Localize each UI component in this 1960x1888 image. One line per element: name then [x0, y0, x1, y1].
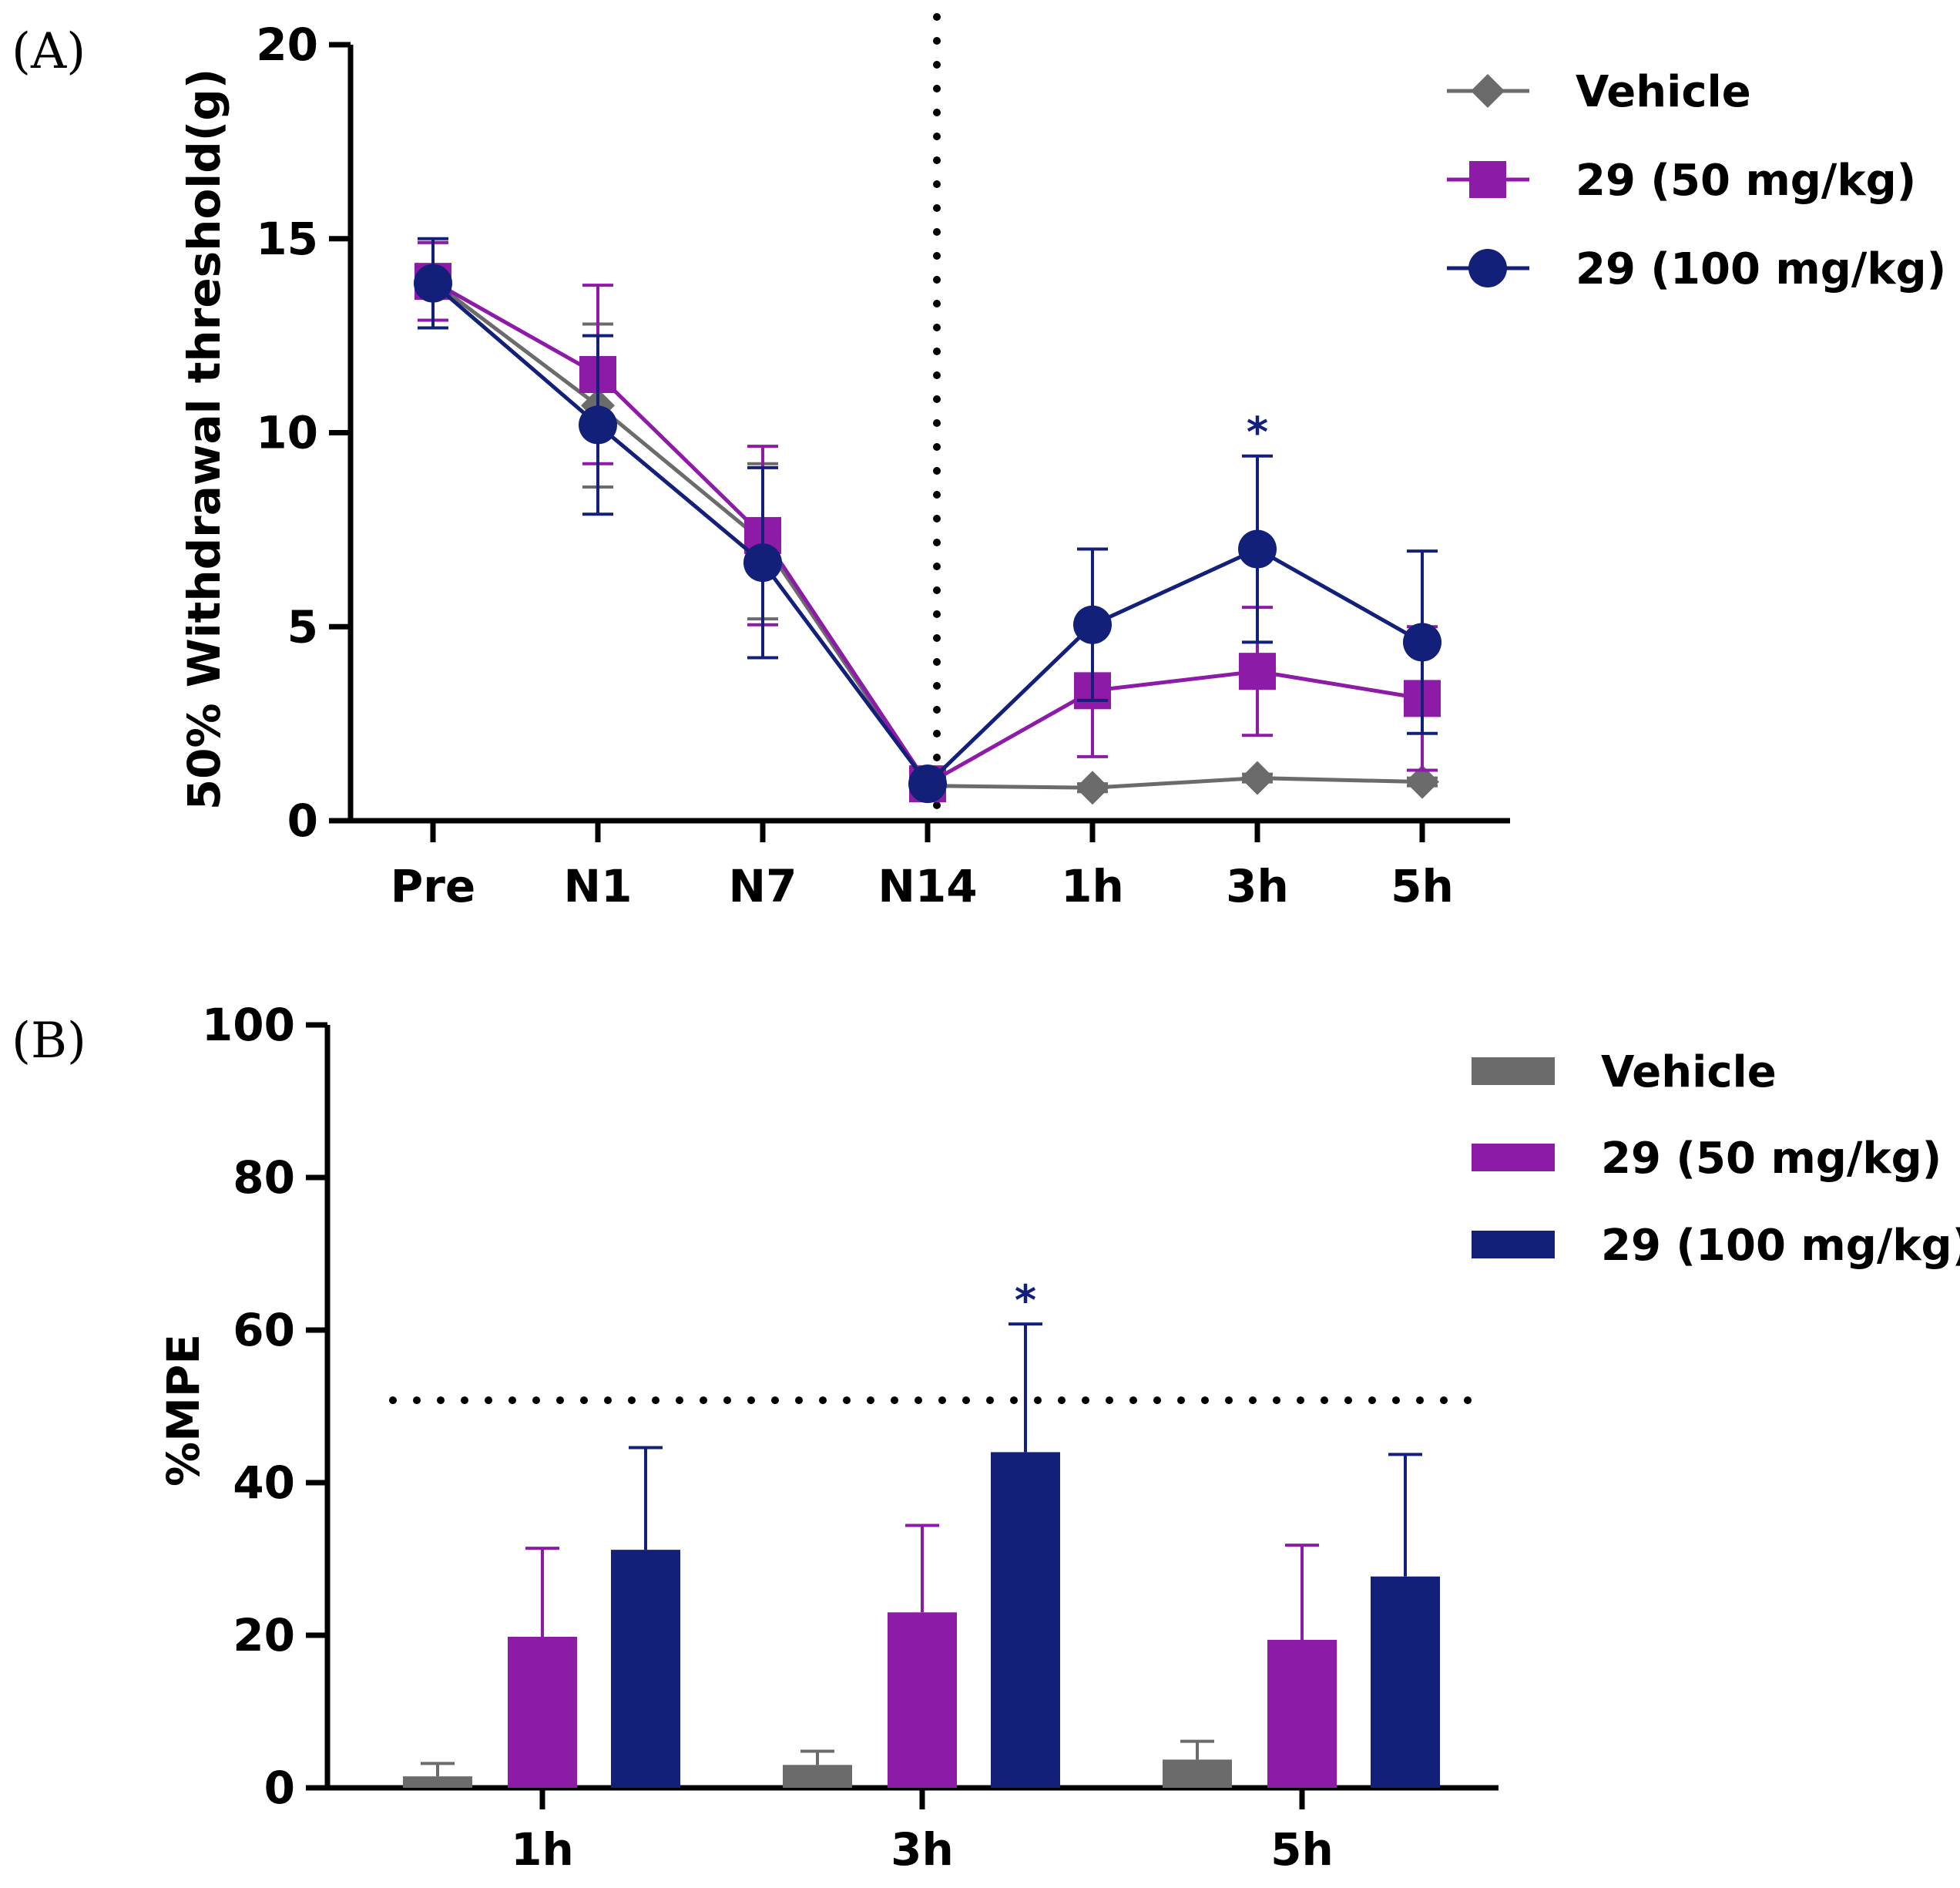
panel-b-legend-item-29-100-mg-kg: 29 (100 mg/kg)	[1472, 1221, 1960, 1271]
panel-a-point-29-100-mg-kg-1h	[1073, 605, 1112, 644]
panel-a-x-tick-label-n14: N14	[878, 860, 977, 912]
panel-b-bar-vehicle-3h	[783, 1765, 852, 1788]
panel-a-series-vehicle	[416, 240, 1439, 805]
panel-b-y-tick-label: 80	[233, 1151, 295, 1204]
panel-b-y-axis-title: %MPE	[157, 1334, 210, 1487]
panel-b-y-tick-label: 20	[233, 1609, 295, 1661]
panel-b-bar-vehicle-5h	[1163, 1759, 1232, 1788]
panel-b-x-tick-label-1h: 1h	[511, 1823, 574, 1876]
panel-b-label: (B)	[12, 1013, 86, 1070]
panel-a-x-tick-label-5h: 5h	[1391, 860, 1454, 912]
panel-b-bar-29-50-mg-kg-5h	[1267, 1639, 1337, 1788]
panel-b-x-tick-label-5h: 5h	[1270, 1823, 1334, 1876]
panel-a-legend-marker	[1468, 249, 1507, 287]
panel-b-y-tick-label: 60	[233, 1304, 295, 1356]
panel-b-legend: Vehicle 29 (50 mg/kg) 29 (100 mg/kg)	[1472, 1047, 1960, 1271]
panel-a-point-29-100-mg-kg-n1	[579, 405, 617, 445]
panel-b-legend-swatch	[1472, 1057, 1555, 1085]
panel-b-legend-label: 29 (50 mg/kg)	[1601, 1134, 1942, 1184]
panel-b-legend-swatch	[1472, 1144, 1555, 1171]
panel-a-point-29-100-mg-kg-n14	[908, 764, 947, 804]
panel-b-series-29-100-mg-kg	[611, 1322, 1440, 1788]
panel-a-legend-label: 29 (50 mg/kg)	[1576, 156, 1916, 206]
panel-a-legend-item-vehicle: Vehicle	[1447, 67, 1751, 117]
panel-b-bar-29-100-mg-kg-1h	[611, 1550, 680, 1788]
panel-b-legend-item-vehicle: Vehicle	[1472, 1047, 1777, 1097]
panel-a: (A) 0 5 10 15 20 Pre N1 N7 N14 1h 3h 5h * 50% Withdr…	[12, 13, 1946, 912]
panel-b-x-tick-label-3h: 3h	[891, 1823, 954, 1876]
panel-a-point-29-100-mg-kg-5h	[1403, 623, 1441, 662]
panel-a-legend-label: Vehicle	[1576, 67, 1751, 117]
panel-b-series-29-50-mg-kg	[508, 1524, 1337, 1788]
panel-a-point-29-100-mg-kg-n7	[743, 543, 782, 583]
panel-b-bar-vehicle-1h	[403, 1776, 472, 1788]
panel-b-legend-label: 29 (100 mg/kg)	[1601, 1221, 1960, 1271]
panel-a-significance-marker: *	[1247, 408, 1268, 457]
panel-a-plot-area: 0 5 10 15 20 Pre N1 N7 N14 1h 3h 5h *	[256, 13, 1510, 912]
panel-b-legend-label: Vehicle	[1601, 1047, 1777, 1097]
panel-a-point-29-100-mg-kg-3h	[1238, 529, 1277, 569]
panel-b: (B) 0 20 40 60 80 100 1h 3h 5h * %MPE Vehicle 29 (…	[12, 999, 1960, 1876]
panel-b-bar-29-50-mg-kg-1h	[508, 1636, 577, 1788]
panel-a-legend-label: 29 (100 mg/kg)	[1576, 244, 1946, 294]
panel-a-point-vehicle-3h	[1240, 761, 1274, 795]
panel-a-legend-marker	[1469, 161, 1506, 198]
panel-b-series-vehicle	[403, 1739, 1232, 1788]
panel-b-bar-29-100-mg-kg-5h	[1371, 1576, 1440, 1788]
panel-a-label: (A)	[12, 23, 86, 80]
panel-a-y-tick-label: 5	[287, 600, 318, 653]
panel-b-y-tick-label: 100	[202, 999, 295, 1051]
panel-a-legend-marker	[1471, 74, 1505, 108]
panel-b-bar-29-100-mg-kg-3h	[991, 1452, 1060, 1788]
panel-a-series-29-50-mg-kg	[414, 240, 1441, 803]
panel-b-bar-29-50-mg-kg-3h	[888, 1612, 957, 1788]
panel-a-x-tick-label-3h: 3h	[1226, 860, 1289, 912]
panel-a-point-vehicle-1h	[1076, 771, 1109, 805]
panel-a-point-29-50-mg-kg-3h	[1239, 653, 1276, 690]
panel-a-x-tick-label-1h: 1h	[1061, 860, 1124, 912]
panel-b-significance-marker: *	[1015, 1276, 1036, 1325]
panel-a-y-tick-label: 0	[287, 795, 318, 847]
panel-a-x-tick-label-n1: N1	[564, 860, 633, 912]
panel-b-legend-swatch	[1472, 1231, 1555, 1258]
panel-a-x-tick-label-pre: Pre	[391, 860, 475, 912]
panel-a-legend: Vehicle 29 (50 mg/kg) 29 (100 mg/kg)	[1447, 67, 1946, 294]
panel-a-x-tick-label-n7: N7	[729, 860, 797, 912]
panel-a-series-29-100-mg-kg	[414, 237, 1441, 804]
panel-b-plot-area: 0 20 40 60 80 100 1h 3h 5h *	[202, 999, 1499, 1876]
panel-a-y-tick-label: 20	[256, 18, 318, 71]
panel-a-y-axis-title: 50% Withdrawal threshold(g)	[178, 69, 230, 811]
panel-b-y-tick-label: 0	[264, 1762, 295, 1814]
panel-b-y-tick-label: 40	[233, 1456, 295, 1509]
panel-a-point-vehicle-5h	[1405, 764, 1439, 799]
panel-a-legend-item-29-100-mg-kg: 29 (100 mg/kg)	[1447, 244, 1946, 294]
panel-a-y-tick-label: 15	[256, 213, 318, 265]
panel-a-legend-item-29-50-mg-kg: 29 (50 mg/kg)	[1447, 156, 1916, 206]
panel-b-legend-item-29-50-mg-kg: 29 (50 mg/kg)	[1472, 1134, 1942, 1184]
panel-a-point-29-100-mg-kg-pre	[414, 264, 452, 303]
panel-a-y-tick-label: 10	[256, 407, 318, 459]
